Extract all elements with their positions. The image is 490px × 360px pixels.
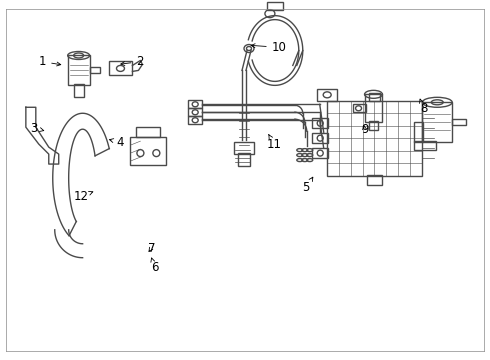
Bar [353,104,366,112]
Bar [136,127,160,137]
Bar [188,100,202,108]
Bar [422,102,452,142]
Bar [415,141,436,150]
Text: 3: 3 [30,122,44,135]
Bar [188,108,202,116]
Bar [367,175,383,185]
Text: 8: 8 [419,99,427,116]
Text: 2: 2 [121,55,144,68]
Bar [312,118,328,128]
Text: 6: 6 [151,258,158,274]
Text: 10: 10 [251,41,287,54]
Bar [452,119,466,125]
Bar [74,84,84,97]
Text: 12: 12 [74,190,93,203]
Bar [415,122,423,142]
Bar [368,121,378,130]
Bar [108,62,132,75]
Bar [267,2,283,10]
Bar [365,94,383,122]
Text: 5: 5 [302,177,313,194]
Text: 11: 11 [267,135,282,150]
Bar [312,133,328,143]
Text: 4: 4 [109,136,124,149]
Bar [327,101,422,176]
Bar [312,148,328,158]
Text: 7: 7 [147,242,155,255]
Bar [317,89,337,101]
Bar [188,116,202,124]
Bar [130,137,166,165]
Bar [368,93,380,101]
Bar [238,153,250,166]
Bar [234,142,254,154]
Text: 1: 1 [39,55,61,68]
Bar [68,55,90,85]
Bar [90,67,99,73]
Text: 9: 9 [361,123,368,136]
